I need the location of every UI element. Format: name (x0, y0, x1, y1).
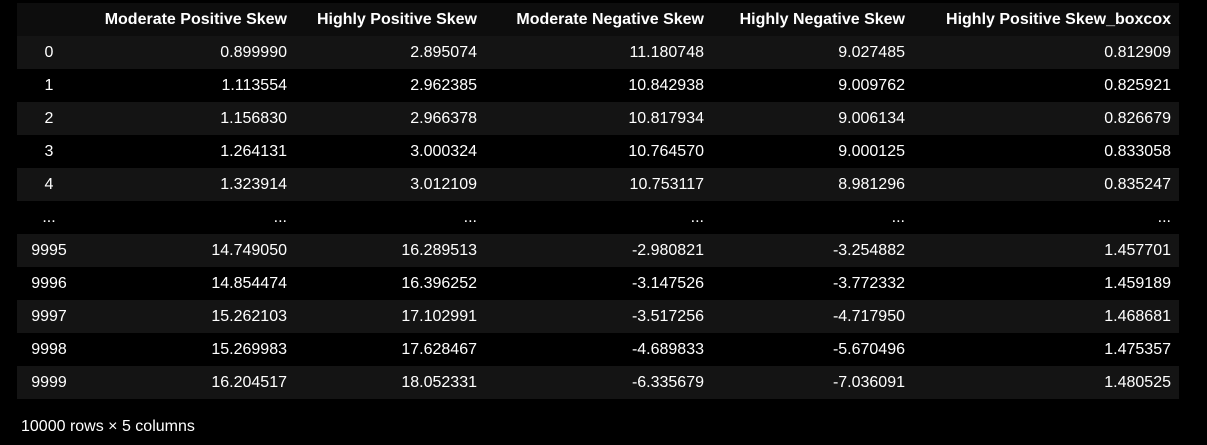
table-cell: -6.335679 (631, 373, 704, 391)
table-cell: 0.835247 (1104, 175, 1171, 193)
row-index: 9998 (31, 340, 67, 358)
table-cell: 16.204517 (211, 373, 287, 391)
table-cell: 18.052331 (401, 373, 477, 391)
table-row: 4 1.323914 3.012109 10.753117 8.981296 0… (17, 168, 1179, 201)
table-cell: 2.895074 (410, 43, 477, 61)
table-row: 9997 15.262103 17.102991 -3.517256 -4.71… (17, 300, 1179, 333)
table-cell: 1.457701 (1104, 241, 1171, 259)
table-cell: 1.264131 (220, 142, 287, 160)
table-cell: -3.147526 (631, 274, 704, 292)
table-row-ellipsis: ... ... ... ... ... ... (17, 201, 1179, 234)
table-cell: 0.833058 (1104, 142, 1171, 160)
table-cell: -4.689833 (631, 340, 704, 358)
table-cell: 11.180748 (629, 43, 704, 61)
column-header: Highly Negative Skew (712, 3, 913, 36)
table-cell: 1.475357 (1104, 340, 1171, 358)
table-cell: 9.000125 (838, 142, 905, 160)
row-index: 4 (44, 175, 54, 193)
table-cell: 1.459189 (1104, 274, 1171, 292)
row-index: 2 (44, 109, 54, 127)
table-cell: -5.670496 (832, 340, 905, 358)
table-cell: 17.628467 (401, 340, 477, 358)
table-cell: 1.323914 (220, 175, 287, 193)
column-header: Highly Positive Skew (295, 3, 485, 36)
table-cell: 9.009762 (838, 76, 905, 94)
table-cell: 17.102991 (401, 307, 477, 325)
table-cell: 2.962385 (410, 76, 477, 94)
table-cell: 1.113554 (221, 76, 287, 94)
table-cell: -3.254882 (832, 241, 905, 259)
table-cell: 1.156830 (220, 109, 287, 127)
table-cell: 0.825921 (1104, 76, 1171, 94)
dataframe-output: Moderate Positive Skew Highly Positive S… (17, 3, 1179, 399)
row-index: 9995 (31, 241, 67, 259)
table-cell: 10.817934 (628, 109, 704, 127)
column-header: Highly Positive Skew_boxcox (913, 3, 1179, 36)
table-cell: 16.396252 (401, 274, 477, 292)
table-cell: 10.753117 (629, 175, 704, 193)
table-row: 9999 16.204517 18.052331 -6.335679 -7.03… (17, 366, 1179, 399)
row-index: ... (42, 208, 56, 226)
row-index: 1 (44, 76, 54, 94)
header-row: Moderate Positive Skew Highly Positive S… (17, 3, 1179, 36)
row-index: 9996 (31, 274, 67, 292)
table-cell: 8.981296 (838, 175, 905, 193)
table-cell: 10.764570 (628, 142, 704, 160)
table-cell: ... (690, 208, 704, 226)
table-cell: -3.772332 (832, 274, 905, 292)
table-cell: 0.812909 (1104, 43, 1171, 61)
table-cell: 1.480525 (1104, 373, 1171, 391)
table-cell: 0.826679 (1104, 109, 1171, 127)
table-cell: 10.842938 (628, 76, 704, 94)
table-cell: -7.036091 (832, 373, 905, 391)
table-row: 9998 15.269983 17.628467 -4.689833 -5.67… (17, 333, 1179, 366)
table-cell: 0.899990 (220, 43, 287, 61)
table-cell: 9.006134 (838, 109, 905, 127)
table-cell: ... (1157, 208, 1171, 226)
table-cell: 3.012109 (410, 175, 477, 193)
table-row: 9996 14.854474 16.396252 -3.147526 -3.77… (17, 267, 1179, 300)
index-header (17, 3, 81, 36)
table-cell: -2.980821 (631, 241, 704, 259)
table-cell: -4.717950 (832, 307, 905, 325)
column-header: Moderate Negative Skew (485, 3, 712, 36)
dataframe-table: Moderate Positive Skew Highly Positive S… (17, 3, 1179, 399)
dataframe-shape-caption: 10000 rows × 5 columns (21, 418, 195, 435)
table-cell: ... (273, 208, 287, 226)
table-row: 3 1.264131 3.000324 10.764570 9.000125 0… (17, 135, 1179, 168)
row-index: 9999 (31, 373, 67, 391)
table-cell: ... (463, 208, 477, 226)
table-row: 2 1.156830 2.966378 10.817934 9.006134 0… (17, 102, 1179, 135)
table-cell: 15.269983 (211, 340, 287, 358)
row-index: 0 (44, 43, 54, 61)
table-cell: 3.000324 (410, 142, 477, 160)
table-row: 0 0.899990 2.895074 11.180748 9.027485 0… (17, 36, 1179, 69)
table-cell: 15.262103 (211, 307, 287, 325)
row-index: 3 (44, 142, 54, 160)
table-cell: 9.027485 (838, 43, 905, 61)
table-cell: 14.854474 (211, 274, 287, 292)
table-cell: -3.517256 (631, 307, 704, 325)
table-cell: 14.749050 (211, 241, 287, 259)
table-cell: 16.289513 (401, 241, 477, 259)
table-cell: ... (891, 208, 905, 226)
row-index: 9997 (31, 307, 67, 325)
table-row: 1 1.113554 2.962385 10.842938 9.009762 0… (17, 69, 1179, 102)
table-row: 9995 14.749050 16.289513 -2.980821 -3.25… (17, 234, 1179, 267)
column-header: Moderate Positive Skew (81, 3, 295, 36)
table-cell: 1.468681 (1104, 307, 1171, 325)
table-cell: 2.966378 (410, 109, 477, 127)
